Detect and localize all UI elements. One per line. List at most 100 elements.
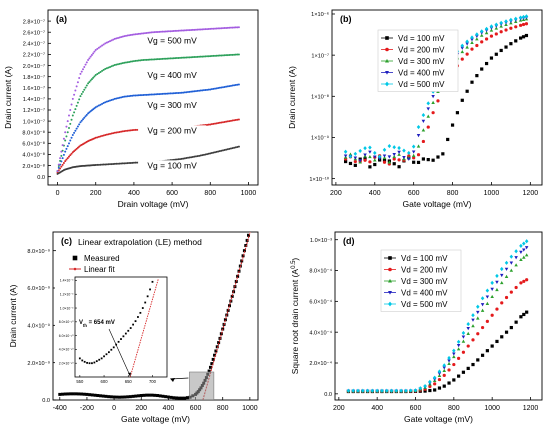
data-point [504,45,508,49]
data-point [234,84,237,86]
data-point [137,59,140,62]
data-point [382,160,387,164]
data-point [214,27,217,30]
data-point [416,134,421,138]
legend-marker [72,255,78,261]
data-point [442,363,447,368]
data-point [136,128,139,131]
data-point [94,136,97,139]
data-point [183,396,187,400]
data-point [509,17,513,22]
data-point [121,62,124,65]
data-point [343,149,348,154]
data-point [60,165,63,168]
data-point [416,144,421,148]
data-point [344,159,348,164]
inset-y-tick-label: 4.0×10⁻¹⁰ [59,348,74,352]
zoom-connector-arrowhead [170,378,175,382]
data-point [93,50,96,53]
data-point [489,34,494,38]
data-point [70,136,73,139]
data-point [353,163,357,167]
data-point [77,392,81,396]
data-point [397,145,401,151]
data-point [436,99,440,103]
legend-marker [385,47,389,52]
data-point [499,273,504,278]
data-point [156,58,159,61]
data-point [128,129,131,132]
data-point [85,84,88,87]
data-point [475,74,479,78]
legend-marker [385,58,389,63]
data-point [57,165,60,168]
data-point [461,339,466,343]
data-point [457,374,461,378]
legend-marker [388,267,392,272]
data-point [123,61,126,64]
legend-marker [388,301,392,307]
data-point [233,84,236,87]
inset-data-point [105,353,108,356]
data-point [163,57,166,60]
data-point [212,87,215,90]
data-point [426,101,431,106]
series-label: Vg = 400 mV [147,70,197,80]
data-point [69,109,72,111]
data-point [484,31,489,35]
inset-data-point [139,311,142,314]
data-point [407,157,411,161]
data-point [521,22,526,27]
data-point [382,154,387,158]
data-point [437,369,442,374]
data-point [480,353,485,357]
data-point [470,38,474,42]
data-point [201,28,204,31]
data-point [392,145,396,150]
panel-label: (a) [56,14,67,24]
panel-label: (d) [343,236,355,246]
data-point [109,395,113,399]
data-point [65,135,68,138]
data-point [231,119,234,122]
data-point [223,149,226,151]
y-tick-label: 2.0×10⁻⁸ [22,163,45,170]
data-point [377,157,382,161]
data-point [90,54,93,56]
data-point [236,274,240,278]
y-tick-label: 1.0×10⁻⁷ [23,118,45,125]
data-point [166,92,169,95]
data-point [217,27,220,30]
data-point [236,53,239,56]
legend-marker [388,291,392,295]
y-axis-label: Square root drain current (A0.5) [290,258,300,375]
data-point [65,147,68,150]
data-point [82,392,86,396]
data-point [476,316,480,320]
data-point [475,43,479,48]
x-tick-label: 800 [204,190,216,197]
data-point [69,122,72,125]
data-point [231,26,234,29]
data-point [144,93,147,96]
data-point [136,161,139,164]
data-point [142,32,145,35]
data-point [215,27,218,30]
y-tick-label: 1.8×10⁻⁷ [23,74,45,81]
data-point [198,28,201,31]
legend-label: Vd = 300 mV [401,277,448,286]
data-point [446,137,450,142]
data-point [363,158,367,162]
x-tick-label: 400 [128,190,140,197]
data-point [120,130,123,133]
series-label: Vg = 500 mV [147,35,197,45]
data-point [115,63,118,66]
data-point [499,48,503,53]
data-point [62,153,65,156]
data-point [112,132,115,135]
vth-pointer [108,328,131,377]
data-point [228,85,231,88]
data-point [177,396,181,400]
data-point [346,388,351,393]
data-point [358,159,362,163]
